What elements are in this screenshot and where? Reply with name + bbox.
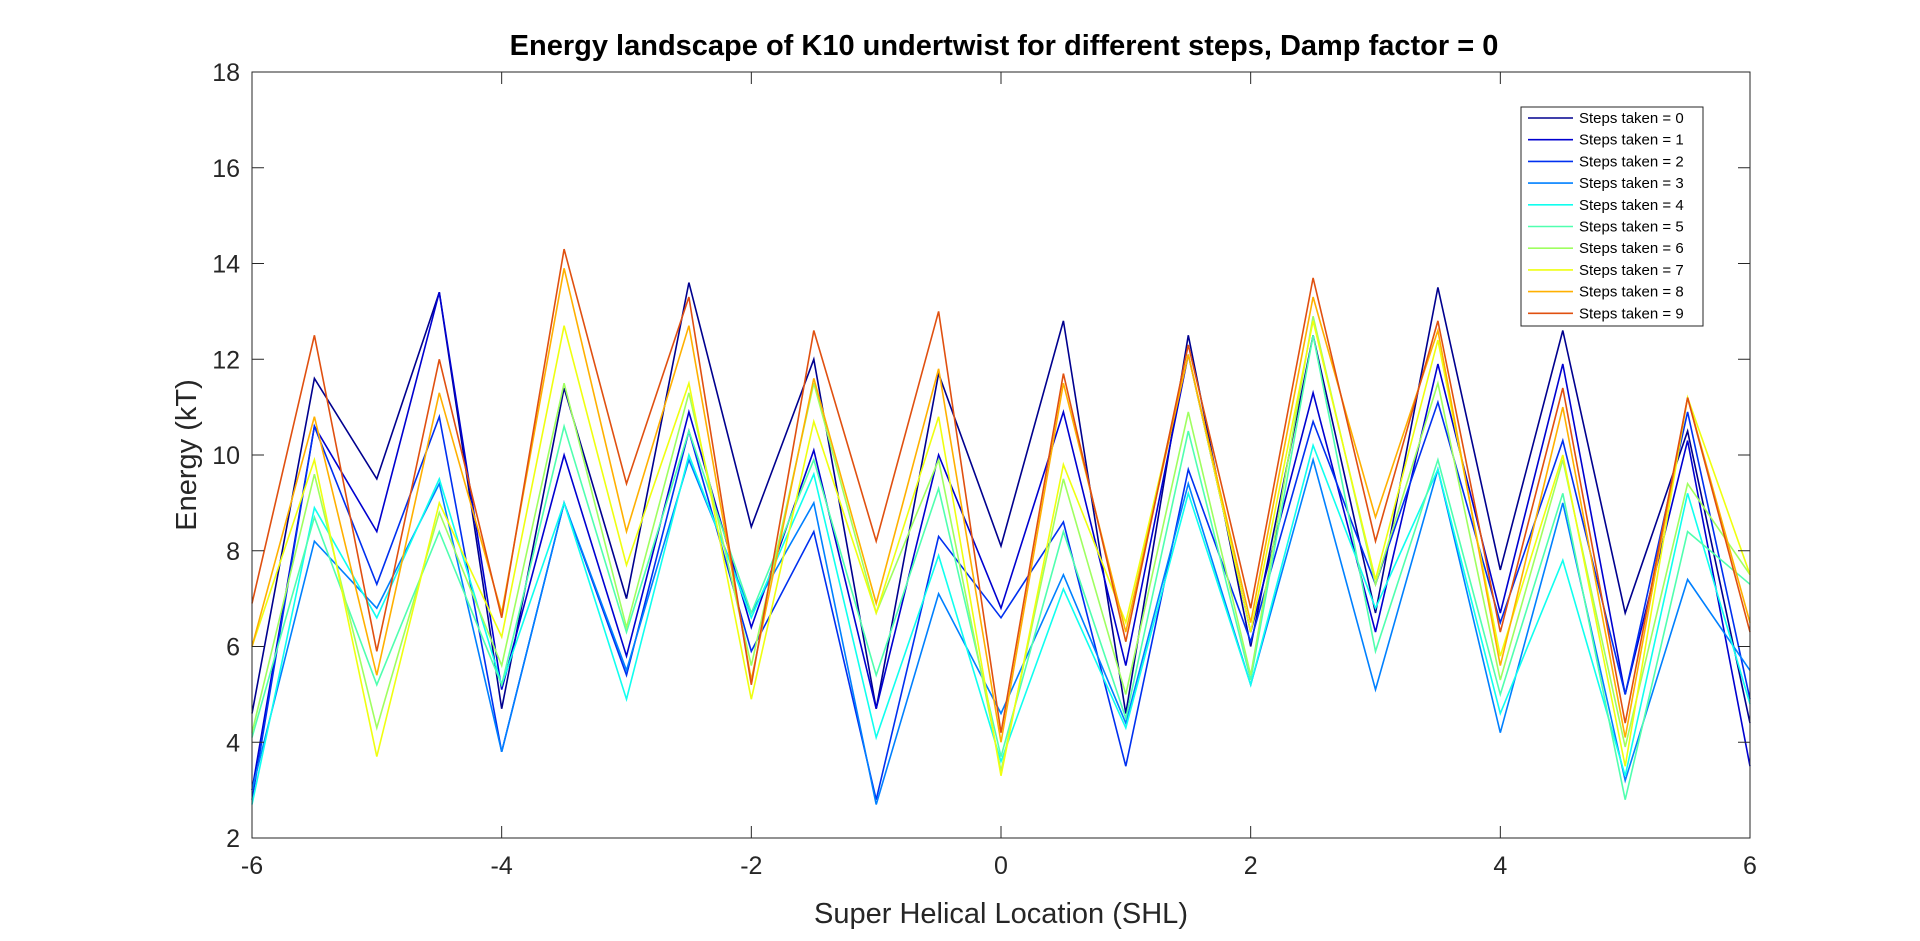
y-tick-label: 2 xyxy=(226,825,240,853)
y-tick-label: 6 xyxy=(226,634,240,662)
series-line-5 xyxy=(251,335,1751,800)
series-line-8 xyxy=(251,268,1751,743)
y-tick-label: 14 xyxy=(212,251,240,279)
legend-label-7: Steps taken = 7 xyxy=(1579,262,1684,279)
y-tick-label: 16 xyxy=(212,155,240,183)
x-axis-label: Super Helical Location (SHL) xyxy=(814,898,1188,930)
series-line-6 xyxy=(251,316,1751,772)
y-axis-label: Energy (kT) xyxy=(171,379,203,530)
x-tick-label: 6 xyxy=(1743,852,1757,880)
legend: Steps taken = 0 Steps taken = 1 Steps take… xyxy=(1520,106,1704,327)
x-tick-label: 2 xyxy=(1244,852,1258,880)
legend-label-1: Steps taken = 1 xyxy=(1579,132,1684,149)
chart-title: Energy landscape of K10 undertwist for d… xyxy=(510,30,1499,62)
y-tick-label: 4 xyxy=(226,729,240,757)
legend-label-2: Steps taken = 2 xyxy=(1579,153,1684,170)
x-axis: -6 -4 -2 0 2 4 6 xyxy=(241,72,1757,880)
legend-box xyxy=(1520,106,1704,327)
legend-label-9: Steps taken = 9 xyxy=(1579,305,1684,322)
x-tick-label: -4 xyxy=(491,852,513,880)
legend-label-5: Steps taken = 5 xyxy=(1579,219,1684,236)
series-line-1 xyxy=(251,291,1751,791)
x-tick-label: -2 xyxy=(740,852,762,880)
x-tick-label: 0 xyxy=(994,852,1008,880)
x-tick-label: 4 xyxy=(1493,852,1507,880)
legend-label-0: Steps taken = 0 xyxy=(1579,110,1684,127)
y-tick-label: 8 xyxy=(226,538,240,566)
series-line-0 xyxy=(251,282,1751,724)
y-axis: 2 4 6 8 10 12 14 16 18 xyxy=(212,59,1750,853)
y-tick-label: 12 xyxy=(212,346,240,374)
legend-label-3: Steps taken = 3 xyxy=(1579,175,1684,192)
legend-label-6: Steps taken = 6 xyxy=(1579,240,1684,257)
x-tick-label: -6 xyxy=(241,852,263,880)
y-tick-label: 10 xyxy=(212,442,240,470)
legend-label-8: Steps taken = 8 xyxy=(1579,284,1684,301)
series-line-7 xyxy=(251,320,1751,776)
series-line-9 xyxy=(251,248,1751,733)
legend-label-4: Steps taken = 4 xyxy=(1579,197,1684,214)
series-layer xyxy=(251,248,1751,805)
y-tick-label: 18 xyxy=(212,59,240,87)
series-line-3 xyxy=(251,456,1751,805)
